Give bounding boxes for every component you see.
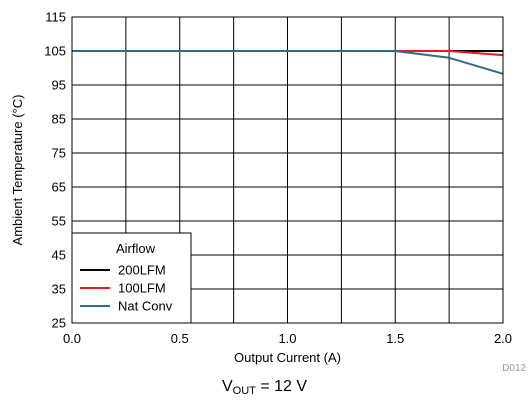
output-voltage-caption: VOUT = 12 V [0,378,529,397]
x-axis-title: Output Current (A) [234,350,341,365]
legend: Airflow 200LFM 100LFM Nat Conv [71,232,192,324]
legend-label: Nat Conv [118,299,173,314]
legend-box [71,232,192,324]
x-tick-label: 0.5 [171,331,189,346]
x-tick-label: 2.0 [494,331,512,346]
x-tick-label: 1.5 [386,331,404,346]
x-tick-label: 1.0 [278,331,296,346]
y-tick-label: 25 [52,316,66,331]
legend-title: Airflow [116,241,156,256]
series-lines [72,50,504,75]
series-line-nat-conv [72,50,504,75]
figure-id: D012 [502,363,526,374]
y-tick-label: 35 [52,282,66,297]
temperature-derating-chart: 0.0 0.5 1.0 1.5 2.0 25 35 45 55 65 75 85 95 105 115 Ou… [10,10,526,375]
y-tick-label: 85 [52,112,66,127]
tick-labels: 0.0 0.5 1.0 1.5 2.0 25 35 45 55 65 75 85 95 105 115 [44,10,512,347]
plot-frame [71,16,504,324]
y-tick-label: 95 [52,78,66,93]
y-axis-title: Ambient Temperature (°C) [10,95,25,246]
caption-subscript: OUT [232,385,256,397]
caption-suffix: = 12 V [255,378,308,395]
legend-label: 100LFM [118,281,166,296]
y-tick-label: 45 [52,248,66,263]
x-tick-label: 0.0 [63,331,81,346]
y-tick-label: 65 [52,180,66,195]
caption-main: V [221,378,233,395]
y-tick-label: 75 [52,146,66,161]
legend-label: 200LFM [118,263,166,278]
y-tick-label: 115 [45,10,66,25]
y-tick-label: 105 [44,44,66,59]
y-tick-label: 55 [52,214,66,229]
legend-entries: 200LFM 100LFM Nat Conv [80,263,173,314]
